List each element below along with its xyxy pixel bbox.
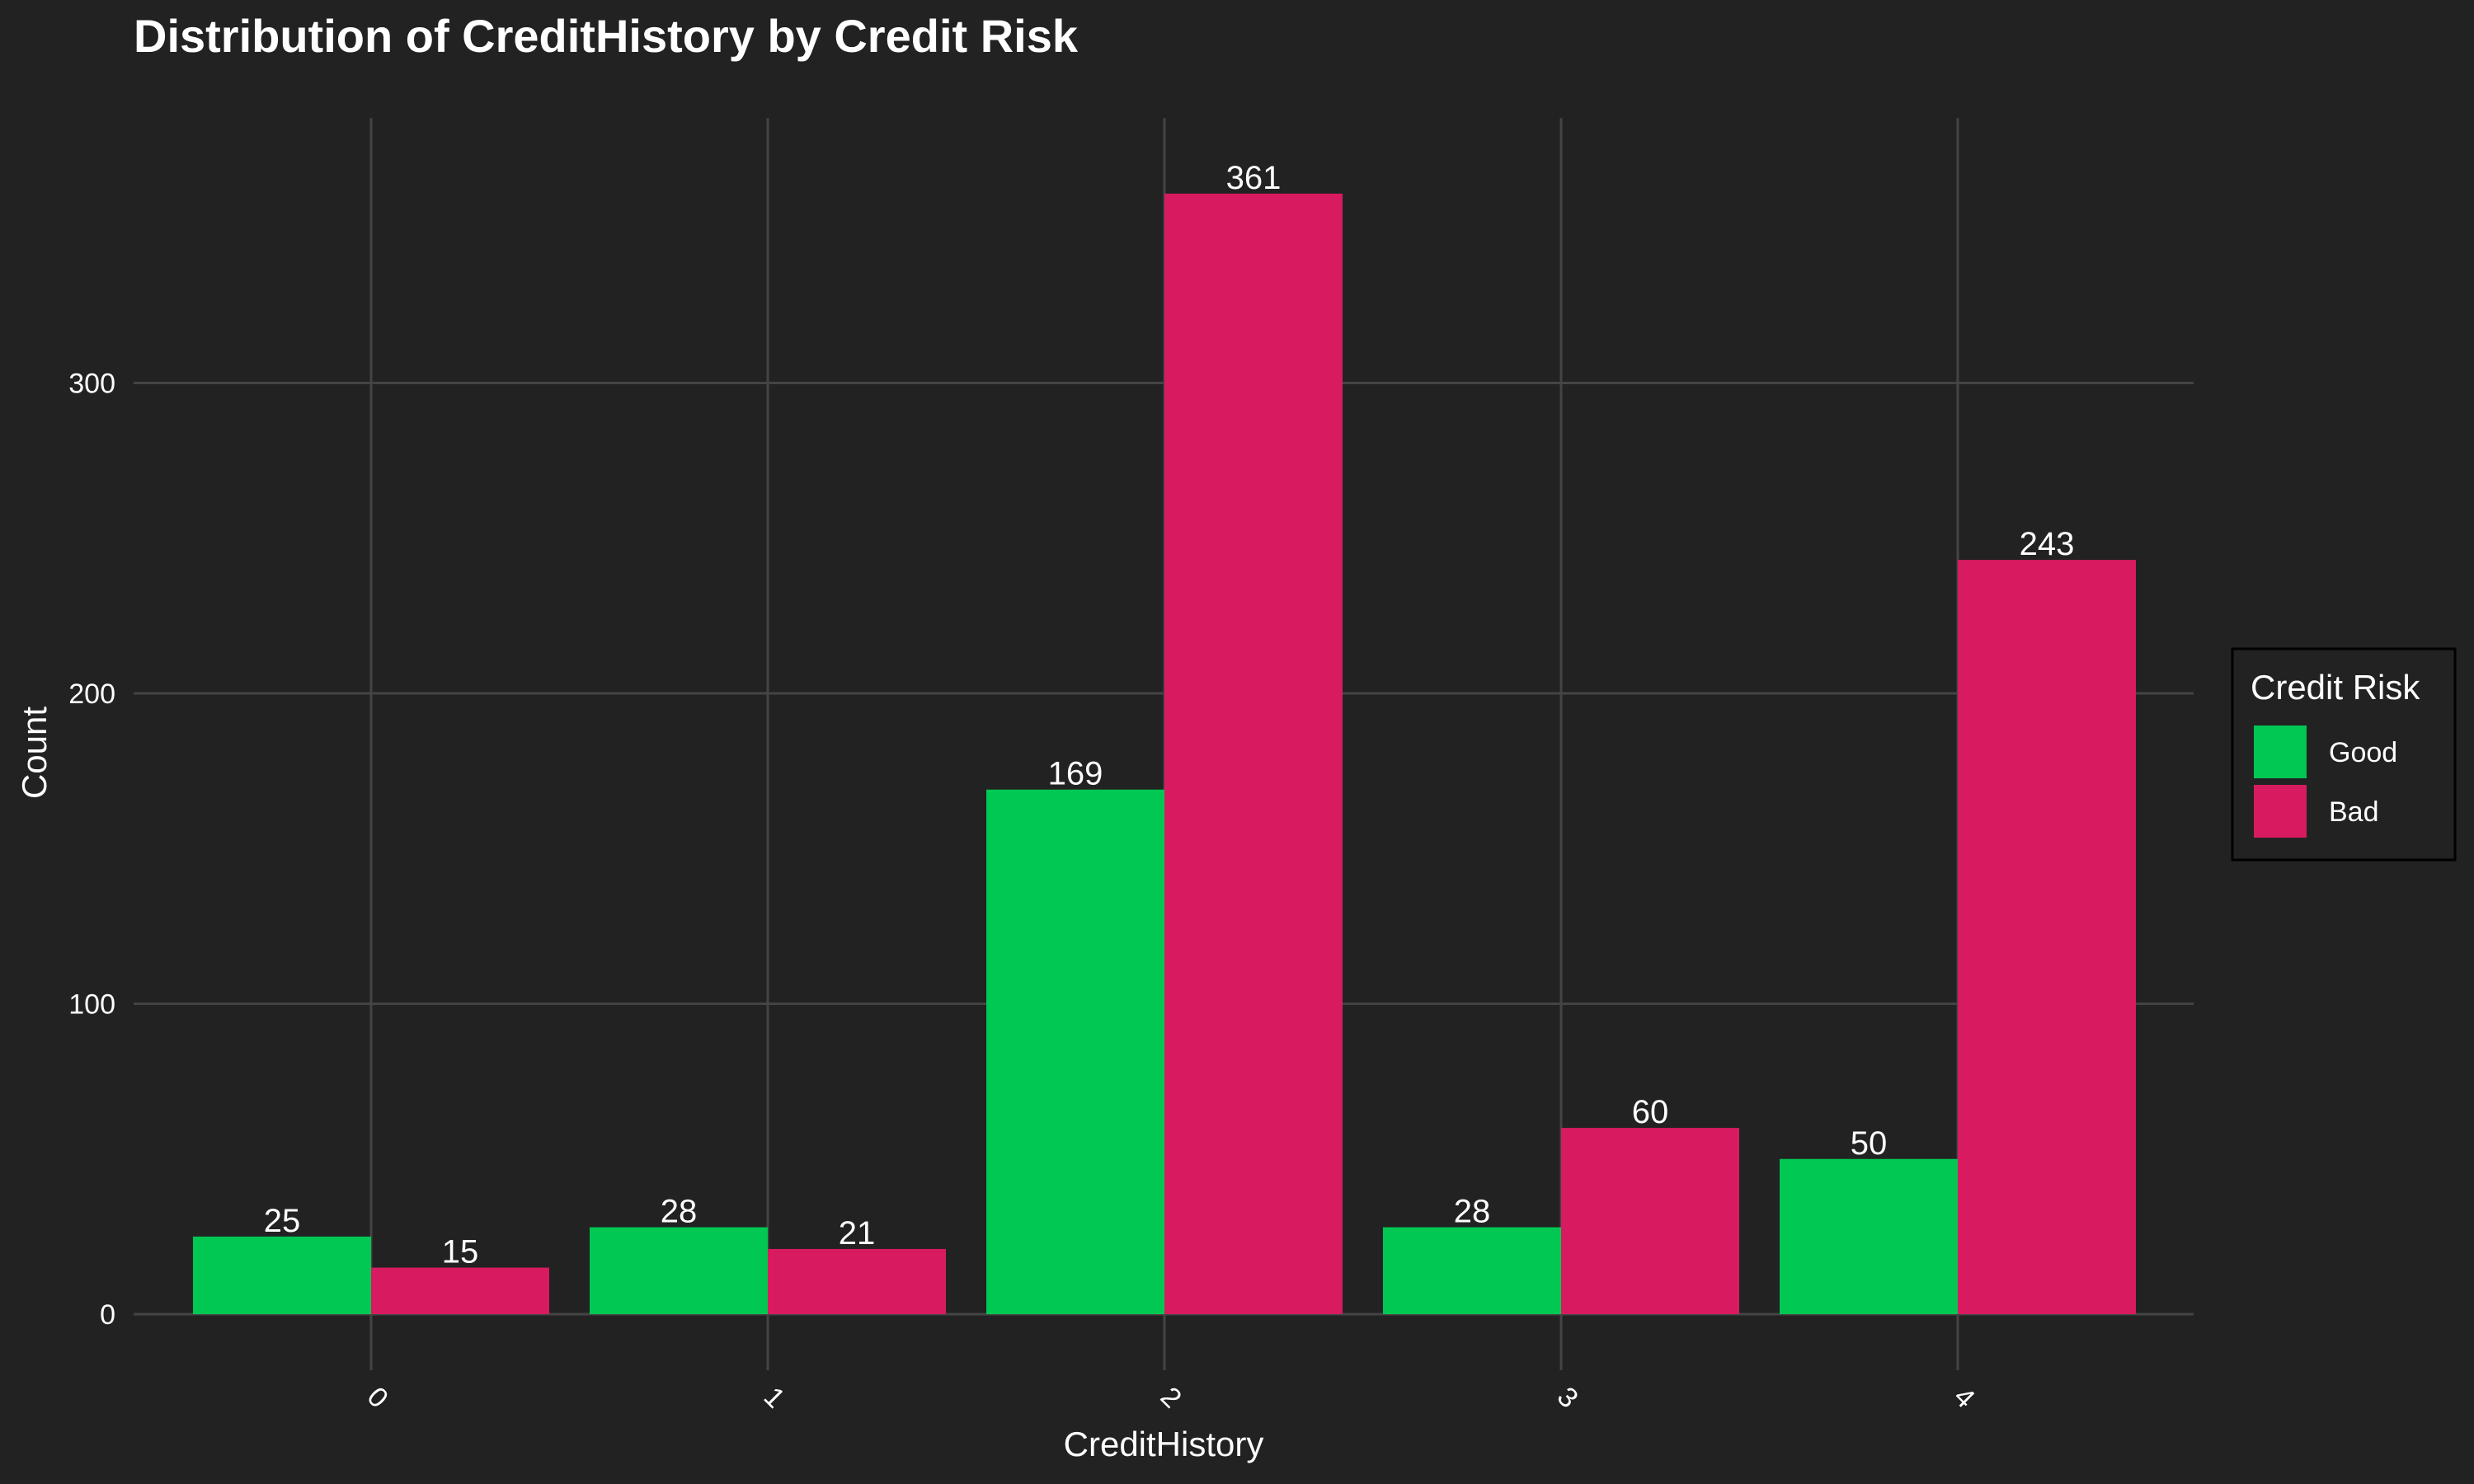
data-label: 28 (1454, 1194, 1491, 1230)
legend: Credit Risk Good Bad (2231, 647, 2457, 862)
chart-title: Distribution of CreditHistory by Credit … (134, 10, 1079, 62)
bar-bad (1958, 560, 2136, 1314)
bar-good (1780, 1158, 1958, 1314)
bar-good (590, 1227, 768, 1314)
y-tick-label: 300 (68, 369, 115, 400)
x-tick-label: 3 (1551, 1381, 1584, 1414)
y-tick-label: 100 (68, 989, 115, 1021)
data-label: 28 (661, 1194, 698, 1230)
legend-title: Credit Risk (2251, 668, 2420, 707)
bar-bad (1164, 193, 1343, 1315)
legend-items: Good Bad (2254, 726, 2397, 838)
data-label: 15 (442, 1234, 479, 1270)
data-label: 25 (264, 1203, 301, 1239)
data-label: 50 (1851, 1125, 1888, 1162)
y-tick-label: 0 (100, 1299, 115, 1331)
bar-good (193, 1236, 371, 1314)
x-tick-label: 1 (758, 1381, 791, 1414)
bar-bad (1561, 1128, 1739, 1314)
bar-bad (371, 1267, 549, 1314)
legend-label-bad: Bad (2329, 796, 2379, 828)
data-label: 243 (2020, 526, 2075, 562)
bars-layer (193, 193, 2136, 1315)
x-tick-label: 2 (1155, 1381, 1188, 1414)
legend-swatch-good (2254, 726, 2307, 778)
y-axis-title: Count (15, 707, 54, 799)
y-tick-label: 200 (68, 679, 115, 710)
x-axis-title: CreditHistory (1064, 1425, 1264, 1463)
tick-labels-layer: 0 100 200 300 0 1 2 3 4 (68, 369, 1981, 1415)
x-tick-label: 0 (361, 1381, 394, 1414)
data-label: 169 (1048, 756, 1103, 792)
x-tick-label: 4 (1948, 1381, 1981, 1414)
legend-label-good: Good (2329, 737, 2397, 768)
data-label: 60 (1632, 1094, 1669, 1130)
bar-good (986, 789, 1164, 1314)
bar-good (1383, 1227, 1561, 1314)
data-label: 21 (839, 1215, 876, 1252)
legend-swatch-bad (2254, 785, 2307, 838)
data-label: 361 (1226, 160, 1282, 196)
data-labels-layer: 25 28 169 28 50 15 21 361 60 243 (264, 160, 2075, 1270)
bar-bad (768, 1248, 946, 1314)
